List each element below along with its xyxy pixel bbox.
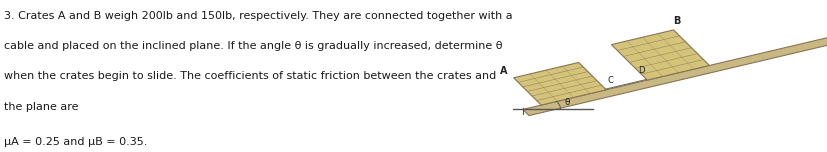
Text: 3. Crates A and B weigh 200lb and 150lb, respectively. They are connected togeth: 3. Crates A and B weigh 200lb and 150lb,… <box>4 11 512 21</box>
Text: D: D <box>638 66 644 75</box>
Text: μA = 0.25 and μB = 0.35.: μA = 0.25 and μB = 0.35. <box>4 137 147 147</box>
Text: B: B <box>672 16 680 26</box>
Text: θ: θ <box>564 98 569 107</box>
Text: A: A <box>500 66 507 76</box>
Text: cable and placed on the inclined plane. If the angle θ is gradually increased, d: cable and placed on the inclined plane. … <box>4 41 502 51</box>
Text: C: C <box>606 76 612 85</box>
Text: when the crates begin to slide. The coefficients of static friction between the : when the crates begin to slide. The coef… <box>4 71 496 81</box>
Text: the plane are: the plane are <box>4 102 79 112</box>
Polygon shape <box>513 62 605 105</box>
Polygon shape <box>610 30 709 80</box>
Polygon shape <box>522 26 827 116</box>
